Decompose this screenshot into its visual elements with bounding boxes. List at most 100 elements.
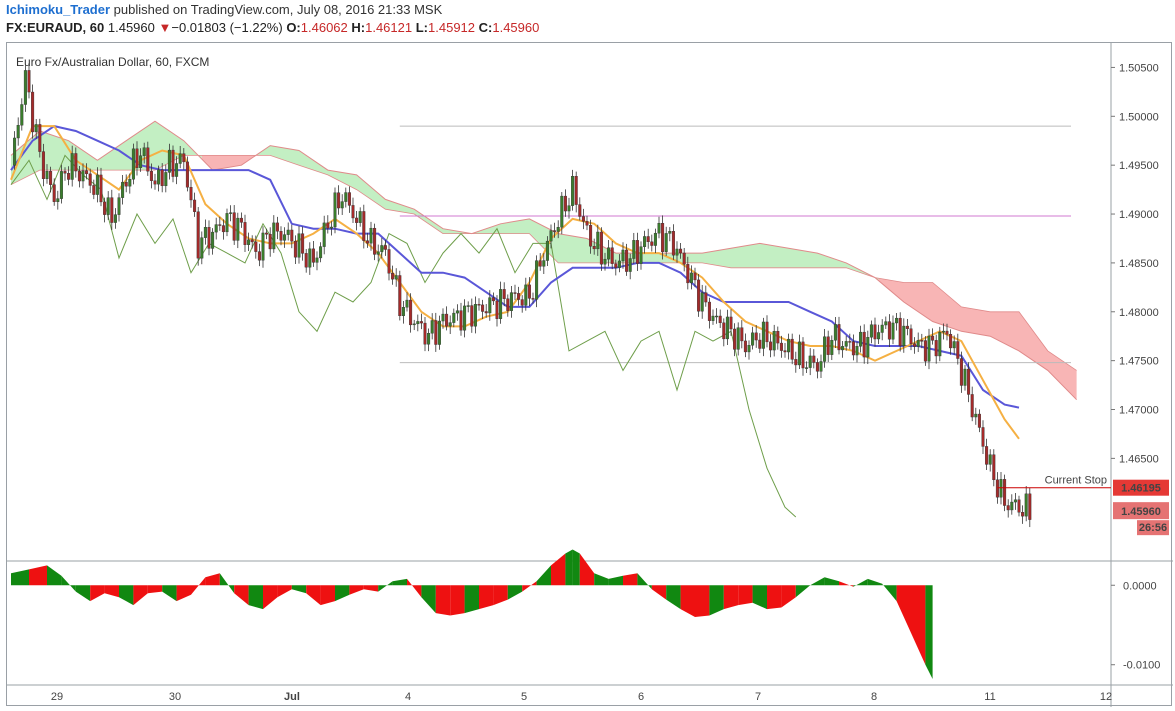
candle-up: [286, 229, 290, 235]
candle-down: [304, 253, 308, 268]
candle-down: [506, 298, 510, 311]
candle-up: [567, 205, 571, 212]
candle-up: [877, 332, 881, 340]
histogram-green-segment: [666, 585, 681, 610]
candle-down: [513, 292, 517, 294]
candle-down: [326, 222, 330, 229]
current-stop-price-text: 1.46195: [1121, 483, 1161, 495]
open-label: O:: [286, 20, 301, 35]
candle-down: [826, 336, 830, 355]
chart-panel[interactable]: 1.50500 1.50000 1.49500 1.49000 1.48500 1.480…: [6, 42, 1173, 707]
histogram-green-segment: [119, 585, 134, 606]
cloud-span-a-line: [10, 120, 1077, 401]
histogram-red-segment: [407, 578, 422, 598]
histogram-red-segment: [90, 585, 105, 602]
candle-up: [175, 163, 179, 177]
candle-up: [416, 321, 420, 325]
candle-down: [898, 317, 902, 346]
candle-down: [661, 223, 665, 252]
candle-down: [351, 205, 355, 219]
candle-up: [308, 248, 312, 268]
candle-up: [1013, 499, 1017, 503]
candle-down: [949, 334, 953, 349]
candle-up: [927, 335, 931, 362]
candle-up: [405, 299, 409, 308]
chart-canvas[interactable]: 1.50500 1.50000 1.49500 1.49000 1.48500 1.480…: [7, 43, 1173, 707]
candle-down: [275, 222, 279, 232]
candle-up: [535, 260, 539, 300]
candle-down: [495, 300, 499, 319]
candle-down: [967, 368, 971, 395]
last-price: 1.45960: [107, 20, 155, 35]
histogram-green-segment: [594, 573, 609, 586]
candle-up: [772, 330, 776, 351]
candle-up: [441, 313, 445, 322]
histogram-red-segment: [651, 585, 667, 600]
price-tick-label: 1.50000: [1119, 111, 1159, 123]
candle-up: [261, 232, 265, 261]
candle-up: [833, 324, 837, 341]
candle-down: [754, 332, 758, 341]
symbol-label: FX:EURAUD, 60: [6, 20, 105, 35]
candle-up: [200, 237, 204, 259]
candle-down: [268, 234, 272, 250]
candle-up: [315, 257, 319, 263]
candle-up: [322, 222, 326, 247]
candle-up: [70, 153, 74, 180]
candle-down: [362, 211, 366, 241]
candle-up: [715, 315, 719, 318]
author-link[interactable]: Ichimoku_Trader: [6, 2, 111, 17]
candle-up: [938, 331, 942, 357]
candle-down: [250, 239, 254, 243]
candle-up: [1024, 493, 1028, 517]
histogram-green-segment: [464, 585, 479, 614]
candle-down: [945, 330, 949, 335]
candle-down: [77, 170, 81, 182]
histogram-green-segment: [853, 578, 868, 587]
last-price-badge: [1113, 502, 1169, 520]
histogram-red-segment: [896, 585, 911, 633]
candle-down: [815, 362, 819, 372]
candle-down: [671, 231, 675, 256]
price-tick-label: 1.48500: [1119, 258, 1159, 270]
candle-up: [628, 258, 632, 272]
candle-up: [916, 340, 920, 347]
candle-down: [574, 176, 578, 205]
candle-up: [963, 368, 967, 386]
candle-down: [862, 331, 866, 358]
candle-up: [621, 249, 625, 262]
candle-up: [725, 316, 729, 340]
histogram-green-segment: [378, 581, 393, 592]
candle-down: [812, 355, 816, 363]
time-tick-label: Jul: [284, 691, 300, 703]
histogram-green-segment: [162, 585, 177, 602]
candle-down: [790, 338, 794, 360]
candle-up: [596, 231, 600, 250]
histogram-green-segment: [824, 577, 839, 586]
candle-up: [376, 251, 380, 255]
candle-down: [434, 320, 438, 345]
time-tick-label: 8: [871, 691, 877, 703]
candle-up: [340, 201, 344, 209]
publish-line: Ichimoku_Trader published on TradingView…: [6, 2, 442, 17]
candle-up: [369, 227, 373, 244]
candle-up: [463, 305, 467, 331]
candle-up: [95, 174, 99, 195]
histogram-red-segment: [623, 573, 638, 586]
candle-up: [358, 211, 362, 223]
candle-up: [607, 247, 611, 260]
candle-up: [236, 217, 240, 241]
candle-down: [718, 315, 722, 324]
candle-down: [585, 221, 589, 226]
candle-up: [214, 224, 218, 233]
histogram-red-segment: [320, 585, 335, 606]
candle-up: [632, 240, 636, 259]
countdown-badge: [1137, 520, 1169, 536]
candle-up: [736, 327, 740, 350]
candle-up: [571, 176, 575, 206]
histogram-green-segment: [709, 585, 724, 616]
candle-up: [113, 214, 117, 223]
candle-up: [128, 179, 132, 187]
candle-up: [657, 223, 661, 234]
grid-layer: [7, 43, 1173, 707]
